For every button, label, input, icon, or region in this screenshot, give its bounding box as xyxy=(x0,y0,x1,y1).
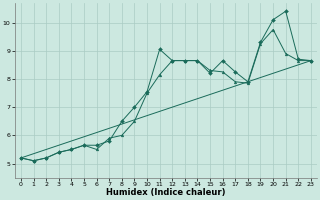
X-axis label: Humidex (Indice chaleur): Humidex (Indice chaleur) xyxy=(106,188,226,197)
